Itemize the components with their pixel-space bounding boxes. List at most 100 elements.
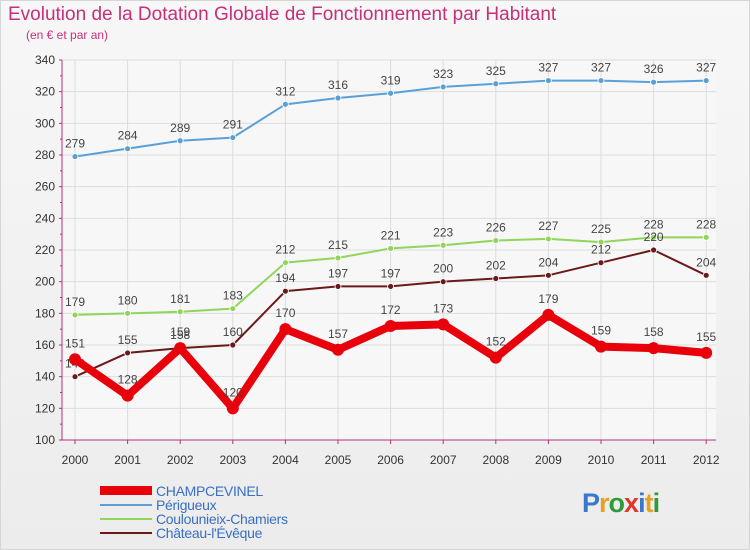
data-label: 120 [223,385,243,399]
data-point [439,241,447,249]
data-point [281,287,289,295]
data-label: 160 [223,325,243,339]
data-label: 181 [170,292,190,306]
data-point [650,246,657,254]
y-tick-label: 200 [35,275,55,289]
legend-swatch [100,518,152,520]
data-point [124,349,131,357]
logo-letter: r [599,488,609,518]
data-label: 327 [696,61,716,75]
data-label: 312 [275,84,295,98]
y-tick-label: 340 [35,53,55,67]
x-tick-label: 2010 [588,453,615,467]
data-label: 326 [644,62,664,76]
data-label: 316 [328,78,348,92]
data-label: 215 [328,238,348,252]
x-tick-label: 2005 [325,453,352,467]
y-tick-label: 280 [35,148,55,162]
data-label: 194 [275,271,295,285]
y-tick-label: 140 [35,370,55,384]
x-tick-label: 2007 [430,453,457,467]
data-point [124,309,131,317]
data-point [595,340,607,353]
data-label: 223 [433,225,453,239]
data-point [439,83,447,91]
logo-letter: o [608,488,625,518]
data-label: 325 [486,64,506,78]
data-label: 228 [696,217,716,231]
data-label: 221 [381,228,401,242]
data-point [71,153,79,160]
x-tick-label: 2012 [693,453,720,467]
data-label: 228 [644,217,664,231]
data-label: 212 [275,243,295,257]
data-point [650,78,657,86]
data-point [702,77,710,84]
data-label: 158 [170,328,190,342]
data-label: 128 [118,373,138,387]
data-point [492,275,500,282]
data-point [700,346,713,359]
data-point [71,311,79,319]
legend-label: Château-l'Évêque [156,525,263,541]
legend-swatch [100,486,152,495]
legend-swatch [100,504,152,506]
data-point [279,323,292,336]
data-point [437,318,450,331]
data-point [334,283,342,290]
data-point [174,342,187,355]
data-point [545,77,552,84]
data-point [71,373,79,381]
y-tick-label: 180 [35,306,55,320]
data-point [387,89,395,97]
data-point [542,308,555,321]
chart-subtitle: (en € et par an) [26,28,109,42]
data-label: 151 [65,336,85,350]
data-point [69,353,81,366]
data-label: 291 [223,118,243,132]
x-tick-label: 2008 [482,453,509,467]
data-point [492,80,500,88]
data-label: 204 [696,255,716,269]
x-tick-label: 2000 [62,453,89,467]
legend-label: CHAMPCEVINEL [156,483,263,499]
data-point [121,389,134,402]
data-label: 323 [433,67,453,81]
x-tick-label: 2011 [641,453,667,467]
data-label: 284 [118,129,138,143]
data-point [650,233,657,241]
data-point [229,341,237,349]
x-tick-label: 2004 [272,453,299,467]
data-point [281,259,289,267]
legend-swatch [100,532,152,534]
data-point [545,235,552,243]
data-label: 159 [170,325,190,339]
y-tick-label: 220 [35,243,55,257]
data-label: 204 [538,255,558,269]
data-point [229,134,237,141]
legend-label: Périgueux [156,497,217,513]
data-label: 197 [328,266,348,280]
data-label: 227 [538,219,558,233]
data-label: 157 [328,327,348,341]
data-label: 183 [223,289,243,303]
data-point [176,137,184,145]
data-point [387,245,395,252]
data-point [384,320,397,332]
data-point [492,237,500,244]
y-tick-label: 100 [35,433,55,447]
y-tick-label: 300 [35,116,55,130]
data-point [281,100,289,108]
data-label: 212 [591,243,611,257]
proxiti-logo: Proxiti [582,488,660,519]
x-tick-label: 2009 [535,453,562,467]
data-label: 197 [381,266,401,280]
data-point [597,77,605,84]
y-tick-label: 260 [35,180,55,194]
chart-title: Evolution de la Dotation Globale de Fonc… [8,4,557,25]
data-label: 158 [644,325,664,339]
data-point [334,254,342,262]
legend: CHAMPCEVINEL Périgueux Coulounieix-Chami… [100,484,288,540]
data-label: 155 [118,333,138,347]
